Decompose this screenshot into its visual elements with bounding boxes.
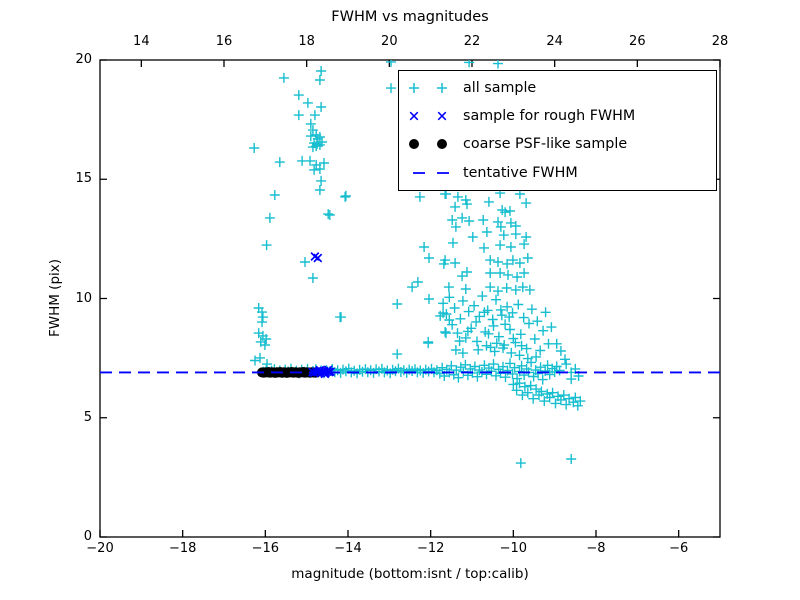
rough-fwhm-points (308, 252, 335, 379)
y-tick-label: 10 (75, 290, 92, 306)
legend-label: all sample (463, 80, 537, 97)
top-x-tick-label: 28 (711, 34, 729, 49)
x-tick-label: −18 (168, 541, 197, 556)
legend-label: sample for rough FWHM (463, 108, 636, 125)
y-tick-label: 5 (83, 409, 92, 425)
rough-fwhm-points-top (308, 252, 335, 379)
dot-marker-icon (405, 133, 457, 155)
chart-title: FWHM vs magnitudes (331, 9, 489, 25)
y-tick-label: 0 (83, 529, 92, 544)
legend-item-all-sample: all sample (399, 74, 716, 102)
top-x-tick-label: 20 (381, 34, 398, 49)
x-marker-icon (405, 105, 457, 127)
x-axis-label: magnitude (bottom:isnt / top:calib) (291, 566, 529, 582)
top-x-tick-label: 24 (546, 34, 563, 49)
legend-label: tentative FWHM (463, 164, 578, 181)
top-x-tick-label: 14 (133, 34, 150, 49)
legend-item-rough-fwhm: sample for rough FWHM (399, 102, 716, 130)
legend-label: coarse PSF-like sample (463, 136, 628, 153)
x-tick-label: −6 (669, 541, 689, 556)
x-tick-label: −8 (586, 541, 606, 556)
plus-marker-icon (405, 77, 457, 99)
y-tick-label: 15 (75, 171, 92, 187)
x-tick-label: −14 (334, 541, 362, 556)
all-sample-points (249, 60, 586, 469)
top-x-tick-label: 22 (463, 34, 481, 49)
legend-item-psf-sample: coarse PSF-like sample (399, 130, 716, 158)
top-x-tick-label: 16 (215, 34, 233, 49)
x-tick-label: −20 (86, 541, 114, 556)
top-x-tick-label: 18 (298, 34, 315, 49)
legend-item-tentative-fwhm: tentative FWHM (399, 159, 716, 187)
series-layer (100, 60, 720, 469)
x-tick-label: −12 (416, 541, 445, 556)
legend: all sample sample for rough FWHM coarse … (398, 70, 717, 191)
top-x-tick-label: 26 (629, 34, 646, 49)
x-tick-label: −10 (499, 541, 528, 556)
x-tick-label: −16 (251, 541, 280, 556)
y-tick-label: 20 (75, 52, 92, 67)
dashed-line-icon (405, 162, 457, 184)
